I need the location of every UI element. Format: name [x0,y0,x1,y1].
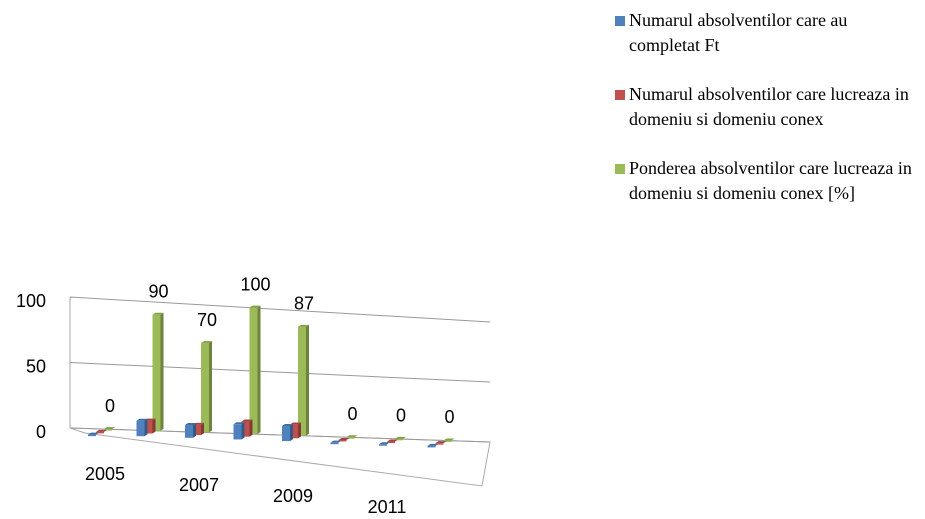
bar-top [443,438,455,441]
data-label: 90 [148,282,168,302]
bar-top [387,439,398,442]
legend: Numarul absolventilor care au completat … [615,8,920,230]
bar-side [201,422,204,436]
bar-top [435,441,447,444]
bar [330,442,339,445]
bar [241,421,250,437]
x-tick-label: 2011 [368,497,407,517]
data-label: 0 [396,406,406,426]
bar [144,420,153,434]
x-tick-label: 2009 [273,486,313,506]
data-label: 87 [294,294,314,314]
bar [443,440,452,442]
data-label: 0 [105,396,115,416]
bar [104,429,112,431]
legend-item: Numarul absolventilor care au completat … [615,8,920,58]
data-label: 100 [240,274,270,294]
grid-line [69,362,491,383]
data-label: 0 [347,404,357,424]
legend-label: Numarul absolventilor care lucreaza in d… [629,84,909,129]
bar [346,437,355,439]
bar [233,424,242,440]
floor [69,427,491,487]
y-tick-label: 100 [16,291,46,311]
data-label: 70 [197,310,217,330]
legend-swatch [615,16,625,26]
bar-side [241,422,245,440]
bar [96,431,104,434]
bar [298,326,306,436]
x-tick-label: 2005 [85,464,125,484]
bar-top [136,418,148,421]
bar-side [160,312,164,431]
bar-side [152,418,156,434]
bar-top [298,324,309,327]
bar [193,424,201,436]
bar-top [96,429,107,432]
bar-top [249,305,261,308]
bar [152,314,161,431]
bar [88,434,96,437]
y-tick-label: 0 [36,422,46,442]
legend-swatch [615,164,625,174]
bar [379,444,387,446]
bar-top [282,424,293,427]
bar-top [427,443,439,446]
grid-line [69,296,491,323]
bar [249,307,258,434]
bar-side [249,419,253,437]
bar [338,439,347,442]
bar-side [209,341,212,433]
bar [136,420,145,437]
bar-top [338,437,350,440]
bar-side [298,422,301,439]
legend-label: Ponderea absolventilor care lucreaza in … [629,158,912,203]
y-tick-label: 50 [26,356,46,376]
legend-item: Numarul absolventilor care lucreaza in d… [615,82,920,132]
bar [290,424,298,439]
bar-top [185,423,196,426]
bar-side [144,418,148,437]
bar-top [104,427,115,430]
bar-top [330,440,342,443]
bar [387,441,395,444]
bar [185,425,193,438]
bar-top [233,422,245,425]
bar-top [201,341,212,344]
bar [201,343,209,433]
chart: 0 50 100 2005 2007 2009 2011 0 90 70 100 87 0 0 0 [16,274,491,517]
bar-side [306,324,309,436]
data-label: 0 [444,407,454,427]
bar [435,443,444,445]
bar [427,445,436,448]
bar-top [346,435,358,438]
legend-swatch [615,90,625,100]
bar-side [290,424,293,442]
legend-label: Numarul absolventilor care au completat … [629,10,848,55]
bar-side [257,305,261,434]
bar-top [88,432,99,435]
bar-top [241,419,253,422]
bar [282,426,290,442]
bar-side [193,423,196,438]
bar-top [395,436,406,439]
bar-top [379,442,390,445]
bar [395,438,403,441]
legend-item: Ponderea absolventilor care lucreaza in … [615,156,920,206]
bar-top [152,312,164,315]
x-tick-label: 2007 [179,475,219,495]
